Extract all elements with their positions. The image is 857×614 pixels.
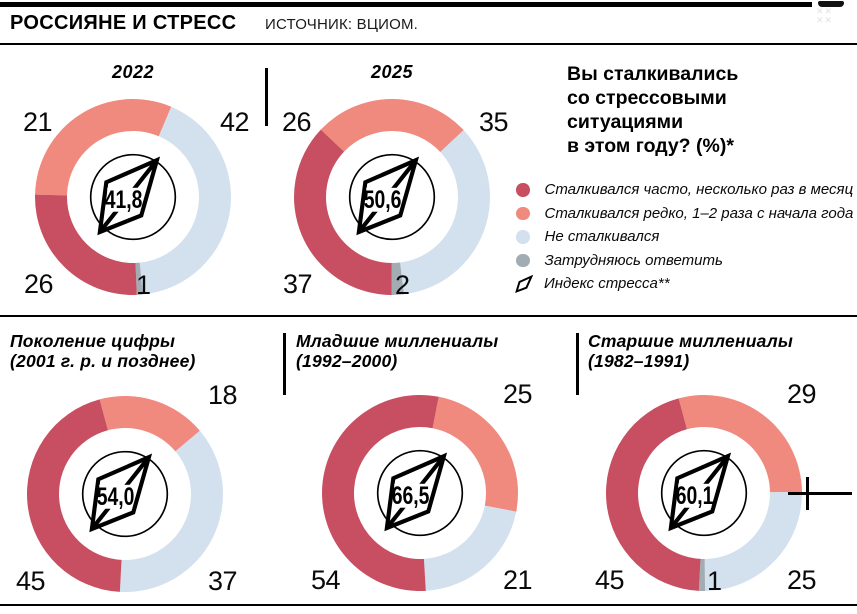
corner-logo-icon: ✕✕ ✕✕: [816, 0, 848, 28]
divider-years: [265, 68, 268, 126]
legend: Сталкивался часто, несколько раз в месяц…: [513, 178, 853, 296]
chart-title-2022: 2022: [111, 62, 155, 82]
section-rule: [0, 315, 857, 317]
legend-item-label: Не сталкивался: [544, 228, 660, 246]
chart-title-2025: 2025: [370, 62, 414, 82]
donut-ring: 66,5: [322, 395, 519, 592]
donut-segment-rare: [99, 396, 200, 452]
donut-segment-none: [400, 130, 491, 295]
donut-segment-often: [322, 395, 439, 592]
donut-segment-often: [26, 399, 122, 592]
legend-item-label: Сталкивался редко, 1–2 раза с начала год…: [544, 204, 854, 222]
donut-chart-young-millennials: 66,5 25 21 54: [311, 381, 533, 594]
donut-value-label: 2: [395, 270, 410, 300]
donut-segment-rare: [678, 395, 802, 493]
donut-ring: 41,8: [35, 99, 232, 296]
stress-index-value: 60,1: [676, 482, 714, 510]
donut-segment-none: [423, 505, 517, 591]
stress-index-value: 54,0: [97, 483, 135, 511]
donut-ring: 54,0: [26, 396, 223, 593]
donut-value-label: 37: [283, 269, 313, 299]
stress-index-icon: 66,5: [376, 449, 464, 537]
stress-index-icon: [513, 274, 535, 293]
donut-chart-old-millennials: 60,1 29 25 1 45: [595, 381, 817, 596]
question-title: Вы сталкивались со стрессовыми ситуациям…: [567, 63, 739, 157]
donut-value-label: 29: [786, 379, 817, 409]
donut-chart-2022: 41,8 21 42 26 1: [23, 97, 250, 300]
stress-index-icon: 50,6: [348, 153, 436, 241]
divider-gen-2: [576, 333, 579, 395]
divider-gen-1: [283, 333, 286, 395]
donut-segment-none: [119, 430, 223, 593]
legend-item-rare: Сталкивался редко, 1–2 раза с начала год…: [516, 202, 853, 226]
legend-item-label: Сталкивался часто, несколько раз в месяц: [544, 181, 854, 199]
legend-dot-none-icon: [516, 230, 530, 244]
stress-index-icon: 54,0: [81, 450, 169, 538]
legend-item-label: Индекс стресса**: [544, 275, 670, 293]
chart-title-old-millennials: Старшие миллениалы (1982–1991): [588, 331, 794, 371]
chart-title-gen-z: Поколение цифры (2001 г. р. и позднее): [10, 331, 196, 371]
donut-chart-gen-z: 54,0 18 37 45: [16, 382, 238, 595]
donut-value-label: 35: [478, 107, 509, 137]
donut-value-label: 45: [16, 566, 46, 596]
header-rule: [0, 43, 857, 45]
donut-ring: 60,1: [605, 395, 802, 591]
donut-value-label: 37: [207, 566, 238, 596]
donut-segment-unsure: [391, 262, 404, 296]
donut-value-label: 1: [136, 270, 151, 300]
stress-index-icon: 60,1: [660, 449, 748, 537]
chart-title-young-millennials: Младшие миллениалы (1992–2000): [296, 331, 499, 371]
donut-value-label: 1: [707, 566, 722, 596]
donut-ring: 50,6: [294, 99, 491, 296]
legend-dot-often-icon: [516, 183, 530, 197]
donut-segment-rare: [35, 99, 172, 196]
donut-value-label: 42: [219, 107, 250, 137]
legend-item-often: Сталкивался часто, несколько раз в месяц: [516, 178, 853, 202]
legend-dot-rare-icon: [516, 206, 530, 220]
donut-segment-none: [139, 106, 232, 295]
stress-index-value: 41,8: [105, 186, 143, 214]
donut-segment-rare: [432, 396, 519, 512]
donut-segment-unsure: [135, 262, 143, 295]
donut-value-label: 26: [282, 107, 312, 137]
donut-value-label: 21: [23, 107, 53, 137]
stress-index-value: 50,6: [364, 186, 402, 214]
legend-item-unsure: Затрудняюсь ответить: [516, 249, 853, 273]
legend-dot-unsure-icon: [516, 253, 530, 267]
donut-value-label: 25: [502, 379, 533, 409]
donut-value-label: 54: [311, 565, 341, 595]
source-label: ИСТОЧНИК: ВЦИОМ.: [265, 16, 419, 33]
legend-item-label: Затрудняюсь ответить: [544, 251, 723, 269]
top-rule: [0, 2, 812, 7]
stress-index-value: 66,5: [392, 482, 430, 510]
donut-segment-rare: [320, 99, 464, 152]
page-title: РОССИЯНЕ И СТРЕСС: [10, 12, 237, 34]
donut-segment-often: [605, 398, 701, 591]
crop-plus-mark: [788, 477, 852, 510]
donut-value-label: 45: [595, 565, 625, 595]
donut-value-label: 21: [502, 565, 533, 595]
donut-value-label: 26: [24, 269, 54, 299]
bottom-rule: [0, 604, 857, 606]
donut-segment-often: [35, 194, 137, 296]
legend-item-none: Не сталкивался: [516, 225, 853, 249]
donut-value-label: 25: [786, 565, 817, 595]
donut-value-label: 18: [207, 380, 238, 410]
stress-index-icon: 41,8: [89, 153, 177, 241]
donut-segment-often: [294, 129, 392, 295]
donut-segment-none: [704, 491, 802, 591]
donut-segment-unsure: [698, 558, 706, 591]
donut-chart-2025: 50,6 26 35 37 2: [282, 97, 509, 300]
legend-item-index: Индекс стресса**: [513, 272, 853, 296]
